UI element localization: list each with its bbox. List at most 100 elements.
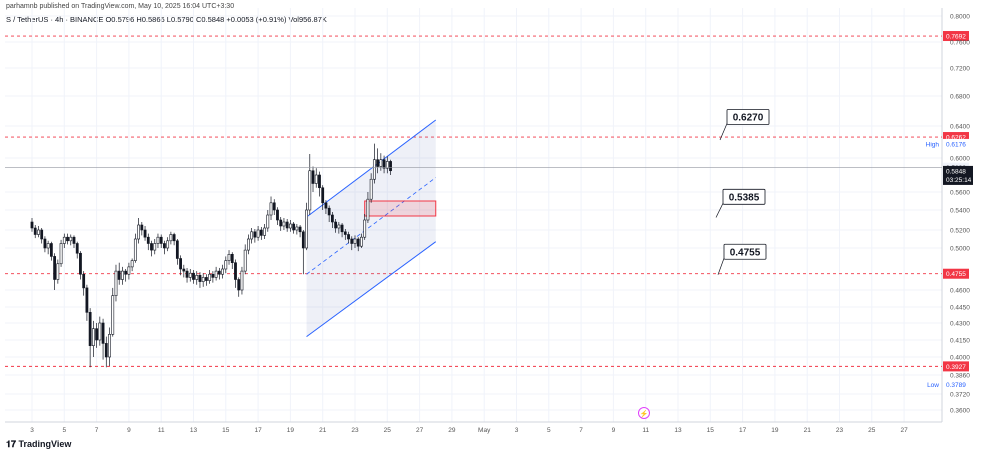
candle-body <box>314 174 318 184</box>
candle-body <box>121 270 124 280</box>
candle-body <box>356 238 360 247</box>
price-tick-label: 0.3720 <box>950 392 970 399</box>
symbol-legend: S / TetherUS · 4h · BINANCE O0.5796 H0.5… <box>6 15 327 24</box>
price-axis: 0.8000 0.7600 0.7200 0.6800 0.6400 0.6000 0.56… <box>950 14 970 415</box>
time-tick-label: 17 <box>254 427 262 434</box>
candle-body <box>347 234 350 240</box>
time-tick-label: 9 <box>127 427 131 434</box>
low-badge <box>943 379 969 390</box>
candle-body <box>56 263 60 280</box>
callout-box <box>722 188 766 205</box>
candle-body <box>327 207 331 216</box>
candles <box>30 143 392 368</box>
candle-body <box>198 274 202 282</box>
candle-body <box>324 202 328 209</box>
candle-body <box>130 260 134 268</box>
level-badge-label: 0.6262 <box>946 135 966 142</box>
candle-body <box>91 328 95 346</box>
candle-body <box>192 272 195 280</box>
tradingview-logo: 𝟏𝟕 TradingView <box>6 439 72 449</box>
publish-caption: parhamnb published on TradingView.com, M… <box>6 3 235 10</box>
candle-body <box>285 221 289 229</box>
callout-leader <box>717 258 725 275</box>
candle-body <box>234 262 237 280</box>
time-tick-label: 27 <box>900 427 908 434</box>
price-tick-label: 0.4450 <box>950 305 970 312</box>
callout-box <box>726 109 770 125</box>
candle-body <box>175 240 179 259</box>
flash-icon[interactable]: ⚡ <box>638 407 650 419</box>
candle-body <box>363 219 367 238</box>
candle-body <box>214 270 218 278</box>
candle-body <box>243 249 247 272</box>
candle-body <box>133 238 137 261</box>
time-tick-label: 19 <box>771 427 779 434</box>
time-tick-label: 21 <box>804 427 812 434</box>
candle-body <box>330 214 334 223</box>
candle-body <box>62 236 66 244</box>
candle-body <box>166 240 170 249</box>
candle-body <box>150 243 153 251</box>
high-badge-value: 0.6176 <box>946 141 966 148</box>
time-tick-label: 7 <box>579 427 583 434</box>
candle-body <box>30 221 34 229</box>
candle-body <box>247 238 250 251</box>
candle-body <box>182 268 186 272</box>
horizontal-levels: 0.7692 0.6262 0.4755 0.3927 <box>5 31 969 372</box>
time-tick-label: 23 <box>836 427 844 434</box>
candle-body <box>185 270 189 278</box>
time-tick-label: 5 <box>62 427 66 434</box>
level-badge <box>943 268 969 279</box>
candle-body <box>353 238 357 244</box>
time-tick-label: 13 <box>190 427 198 434</box>
price-tick-label: 0.7200 <box>950 66 970 73</box>
candle-body <box>104 343 108 358</box>
candle-body <box>127 266 131 275</box>
candle-body <box>308 170 312 211</box>
candle-body <box>82 273 86 289</box>
candle-body <box>53 256 57 280</box>
channel-fill <box>306 120 436 337</box>
candle-body <box>282 221 286 227</box>
candle-body <box>340 224 344 233</box>
level-badge <box>943 361 969 372</box>
level-badge-label: 0.7692 <box>946 34 966 41</box>
grid <box>5 8 942 422</box>
candle-body <box>379 159 383 167</box>
low-badge-label: Low <box>927 382 939 389</box>
candle-body <box>75 243 79 254</box>
candle-body <box>140 224 144 231</box>
candle-body <box>98 322 102 341</box>
time-tick-label: 25 <box>384 427 392 434</box>
callout-leader <box>719 123 728 141</box>
price-tick-label: 0.6800 <box>950 94 970 101</box>
candle-body <box>272 202 276 211</box>
price-tick-label: 0.5400 <box>950 208 970 215</box>
level-badge <box>943 132 969 143</box>
time-tick-label: 5 <box>547 427 551 434</box>
price-tick-label: 0.4150 <box>950 338 970 345</box>
time-tick-label: 25 <box>868 427 876 434</box>
candle-body <box>298 226 302 233</box>
time-tick-label: 23 <box>351 427 359 434</box>
candle-body <box>301 231 305 249</box>
callout-label: 0.5385 <box>729 192 760 203</box>
candle-body <box>201 277 205 282</box>
candle-body <box>288 223 292 229</box>
candle-body <box>117 270 121 280</box>
price-tick-label: 0.8000 <box>950 14 970 21</box>
price-channel <box>306 119 437 338</box>
time-tick-label: 15 <box>707 427 715 434</box>
candle-body <box>295 226 299 231</box>
candle-body <box>334 221 338 229</box>
candle-body <box>350 238 354 244</box>
candle-body <box>153 243 157 251</box>
candle-body <box>217 270 221 275</box>
supply-zone <box>364 200 437 217</box>
candle-body <box>276 209 279 221</box>
candle-body <box>88 312 92 346</box>
candle-body <box>256 229 260 238</box>
candle-body <box>211 273 215 278</box>
